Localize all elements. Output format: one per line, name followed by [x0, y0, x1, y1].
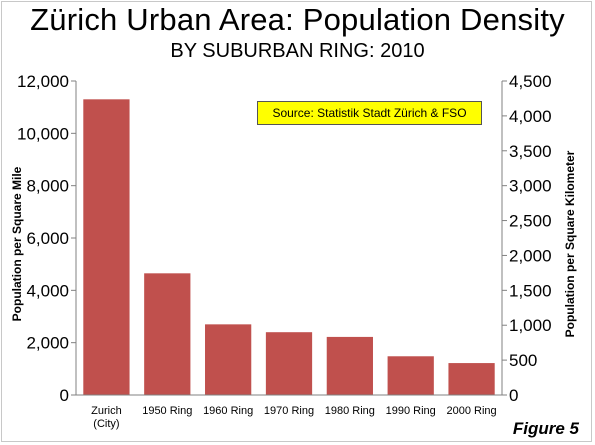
y-tick-label-right: 1,500 — [509, 281, 552, 300]
y-tick-label-left: 6,000 — [26, 229, 69, 248]
y-tick-label-left: 0 — [60, 386, 69, 405]
bar — [326, 336, 373, 395]
chart-subtitle: BY SUBURBAN RING: 2010 — [170, 40, 425, 62]
y-tick-label-left: 8,000 — [26, 177, 69, 196]
bar — [83, 99, 130, 396]
y-axis-title-right: Population per Square Kilometer — [563, 150, 577, 338]
y-tick-label-right: 4,000 — [509, 107, 552, 126]
y-tick-label-right: 3,000 — [509, 177, 552, 196]
x-tick-label: 1960 Ring — [203, 405, 253, 417]
figure-label: Figure 5 — [512, 419, 579, 438]
bar — [448, 363, 495, 395]
y-tick-label-right: 3,500 — [509, 142, 552, 161]
y-tick-label-left: 12,000 — [17, 72, 69, 91]
y-tick-label-left: 2,000 — [26, 334, 69, 353]
y-tick-label-right: 1,000 — [509, 316, 552, 335]
x-tick-label: 1980 Ring — [325, 405, 375, 417]
x-tick-label: (City) — [93, 418, 119, 430]
y-tick-label-right: 2,500 — [509, 212, 552, 231]
x-tick-label: 1950 Ring — [142, 405, 192, 417]
y-tick-label-right: 500 — [509, 351, 537, 370]
x-tick-label: 1990 Ring — [386, 405, 436, 417]
x-tick-label: 1970 Ring — [264, 405, 314, 417]
bar — [265, 332, 313, 395]
source-annotation: Source: Statistik Stadt Zürich & FSO — [257, 101, 482, 125]
x-tick-label: Zurich — [91, 405, 122, 417]
y-tick-label-left: 10,000 — [17, 124, 69, 143]
bar — [387, 356, 434, 395]
bar — [144, 273, 191, 395]
y-tick-label-left: 4,000 — [26, 281, 69, 300]
chart-title: Zürich Urban Area: Population Density — [30, 2, 565, 37]
y-tick-label-right: 0 — [509, 386, 518, 405]
bar — [205, 324, 252, 395]
y-tick-label-right: 4,500 — [509, 72, 552, 91]
y-axis-title-left: Population per Square Mile — [10, 166, 24, 322]
y-tick-label-right: 2,000 — [509, 246, 552, 265]
x-tick-label: 2000 Ring — [446, 405, 496, 417]
